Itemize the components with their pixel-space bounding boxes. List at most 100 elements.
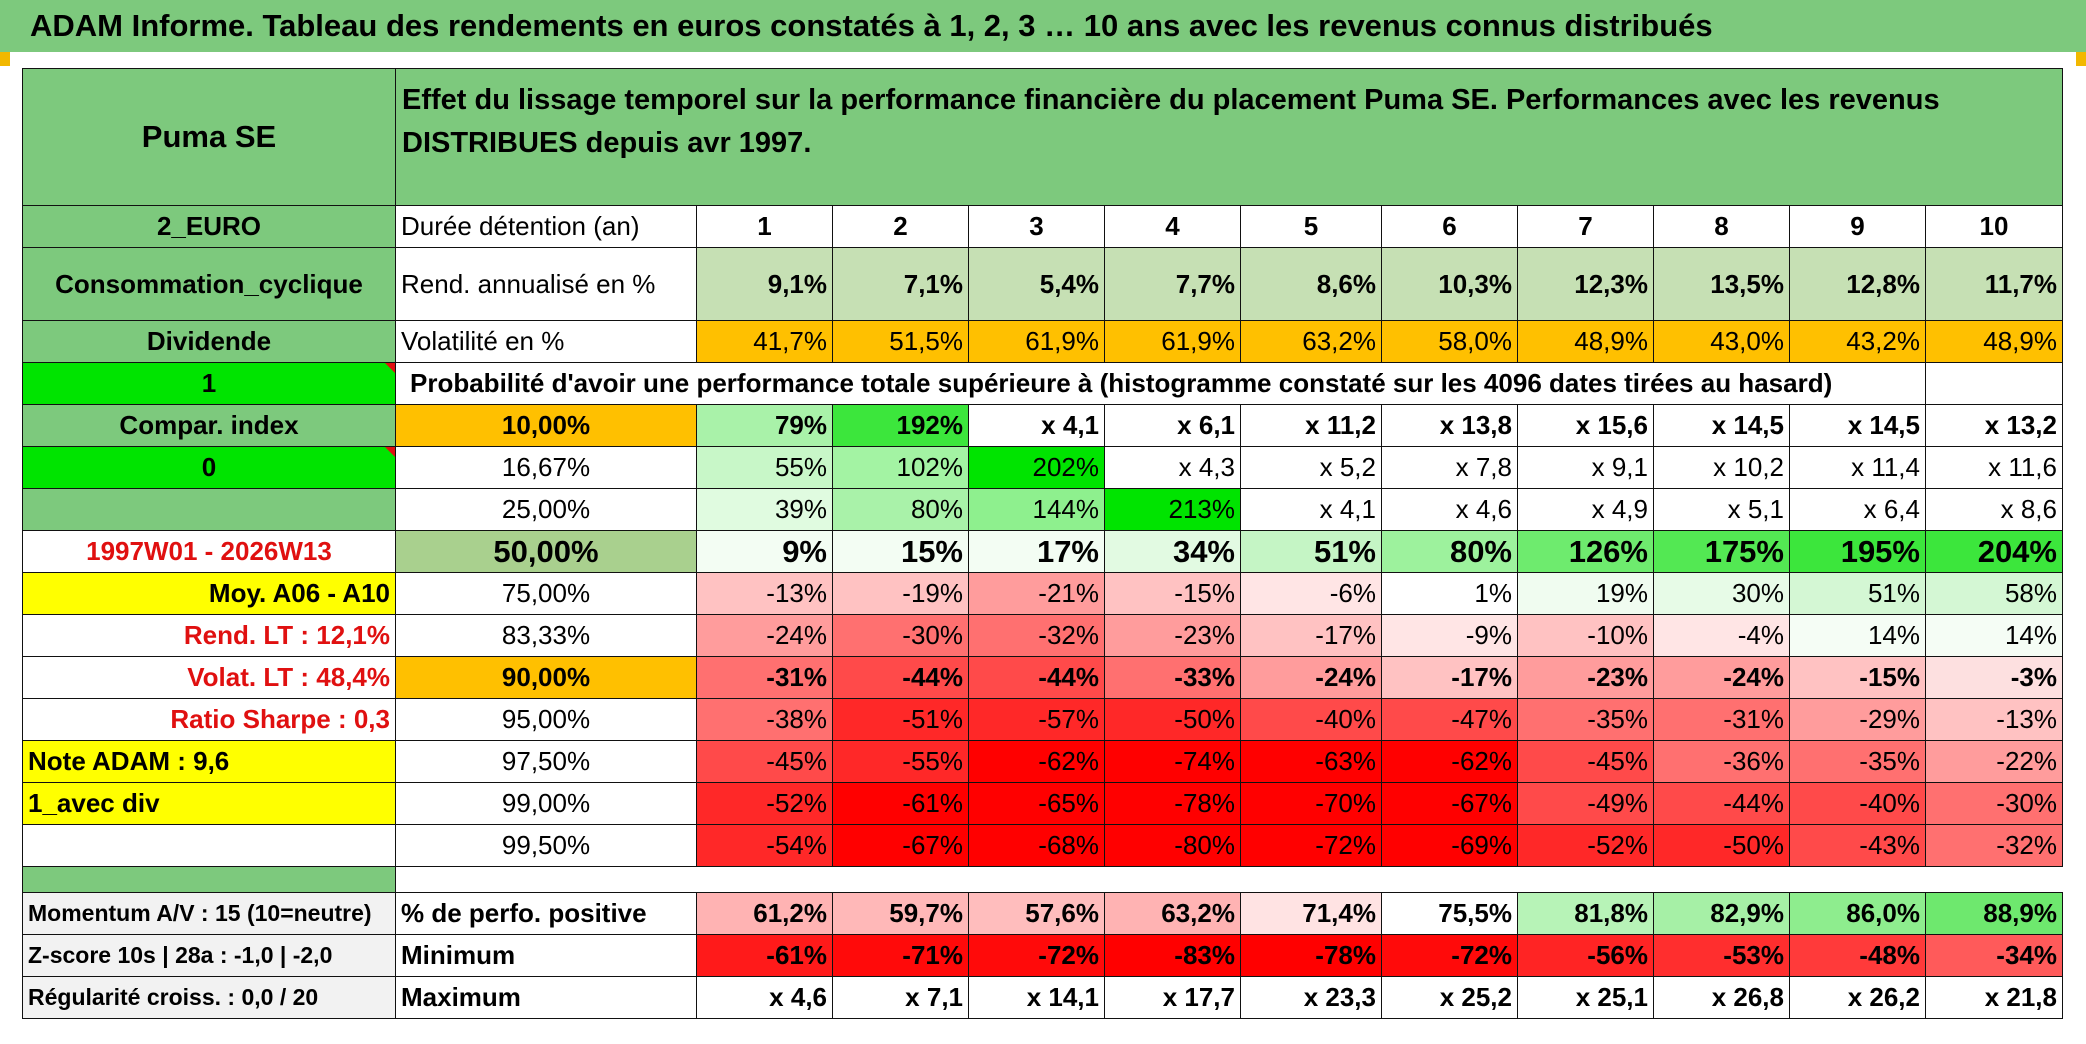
pos-label: % de perfo. positive	[395, 892, 697, 935]
pos-cell: 88,9%	[1925, 892, 2063, 935]
quantile-cell: -31%	[696, 656, 833, 699]
year-header: 3	[968, 205, 1105, 248]
quantile-label: 75,00%	[395, 572, 697, 615]
vol-cell: 61,9%	[1104, 320, 1241, 363]
quantile-cell: -57%	[968, 698, 1105, 741]
quantile-cell: -72%	[1240, 824, 1382, 867]
corner-marker	[2076, 52, 2086, 66]
pos-cell: 71,4%	[1240, 892, 1382, 935]
max-cell: x 25,1	[1517, 976, 1654, 1019]
min-cell: -34%	[1925, 934, 2063, 977]
min-cell: -48%	[1789, 934, 1926, 977]
empty-left-cell	[22, 488, 396, 531]
quantile-cell: x 14,5	[1653, 404, 1790, 447]
quantile-cell: -24%	[1653, 656, 1790, 699]
min-cell: -71%	[832, 934, 969, 977]
quantile-label: 95,00%	[395, 698, 697, 741]
quantile-cell: x 7,8	[1381, 446, 1518, 489]
quantile-cell: -33%	[1104, 656, 1241, 699]
quantile-cell: -45%	[1517, 740, 1654, 783]
year-header: 1	[696, 205, 833, 248]
quantile-cell: 80%	[1381, 530, 1518, 573]
quantile-cell: -32%	[1925, 824, 2063, 867]
performance-table: Puma SE Effet du lissage temporel sur la…	[22, 68, 2063, 1019]
quantile-cell: x 15,6	[1517, 404, 1654, 447]
table-header: Effet du lissage temporel sur la perform…	[395, 68, 2063, 206]
zscore-label: Z-score 10s | 28a : -1,0 | -2,0	[22, 934, 396, 977]
quantile-cell: -50%	[1653, 824, 1790, 867]
min-cell: -61%	[696, 934, 833, 977]
quantile-cell: -30%	[832, 614, 969, 657]
quantile-cell: x 13,8	[1381, 404, 1518, 447]
quantile-cell: -44%	[1653, 782, 1790, 825]
quantile-cell: -70%	[1240, 782, 1382, 825]
quantile-cell: 175%	[1653, 530, 1790, 573]
period-label: 1997W01 - 2026W13	[22, 530, 396, 573]
quantile-cell: x 8,6	[1925, 488, 2063, 531]
quantile-cell: x 9,1	[1517, 446, 1654, 489]
min-cell: -83%	[1104, 934, 1241, 977]
quantile-label: 10,00%	[395, 404, 697, 447]
quantile-cell: -55%	[832, 740, 969, 783]
quantile-cell: 30%	[1653, 572, 1790, 615]
rend-cell: 8,6%	[1240, 247, 1382, 321]
quantile-cell: -3%	[1925, 656, 2063, 699]
quantile-cell: -44%	[968, 656, 1105, 699]
vol-cell: 48,9%	[1925, 320, 2063, 363]
year-header: 8	[1653, 205, 1790, 248]
year-header: 4	[1104, 205, 1241, 248]
quantile-cell: 202%	[968, 446, 1105, 489]
quantile-cell: x 4,9	[1517, 488, 1654, 531]
quantile-cell: x 6,1	[1104, 404, 1241, 447]
quantile-cell: -31%	[1653, 698, 1790, 741]
vol-cell: 43,0%	[1653, 320, 1790, 363]
empty-cell	[1925, 362, 2063, 405]
quantile-row: Compar. index 10,00% 79% 192% x 4,1 x 6,1 x 11…	[22, 404, 2063, 447]
quantile-cell: 14%	[1789, 614, 1926, 657]
max-cell: x 17,7	[1104, 976, 1241, 1019]
quantile-cell: x 13,2	[1925, 404, 2063, 447]
quantile-cell: -52%	[1517, 824, 1654, 867]
avec-div-label: 1_avec div	[22, 782, 396, 825]
volat-lt-label: Volat. LT : 48,4%	[22, 656, 396, 699]
quantile-cell: -6%	[1240, 572, 1382, 615]
min-cell: -56%	[1517, 934, 1654, 977]
dividend-value[interactable]: 1	[22, 362, 396, 405]
quantile-cell: 15%	[832, 530, 969, 573]
currency-label: 2_EURO	[22, 205, 396, 248]
quantile-cell: x 4,6	[1381, 488, 1518, 531]
pos-cell: 61,2%	[696, 892, 833, 935]
quantile-cell: x 14,5	[1789, 404, 1926, 447]
pos-cell: 86,0%	[1789, 892, 1926, 935]
quantile-cell: -65%	[968, 782, 1105, 825]
quantile-row: 0 16,67% 55% 102% 202% x 4,3 x 5,2 x 7,8 x 9,1 x …	[22, 446, 2063, 489]
quantile-cell: 9%	[696, 530, 833, 573]
moy-label: Moy. A06 - A10	[22, 572, 396, 615]
rend-lt-label: Rend. LT : 12,1%	[22, 614, 396, 657]
vol-cell: 63,2%	[1240, 320, 1382, 363]
quantile-row: 1997W01 - 2026W13 50,00% 9% 15% 17% 34% 51% 80%…	[22, 530, 2063, 573]
quantile-cell: -13%	[696, 572, 833, 615]
max-cell: x 4,6	[696, 976, 833, 1019]
sharpe-label: Ratio Sharpe : 0,3	[22, 698, 396, 741]
note-adam-label: Note ADAM : 9,6	[22, 740, 396, 783]
year-header: 5	[1240, 205, 1382, 248]
rend-cell: 12,8%	[1789, 247, 1926, 321]
footer-row: Momentum A/V : 15 (10=neutre)% de perfo.…	[22, 892, 2063, 935]
quantile-cell: 204%	[1925, 530, 2063, 573]
year-header: 6	[1381, 205, 1518, 248]
vol-cell: 58,0%	[1381, 320, 1518, 363]
max-cell: x 14,1	[968, 976, 1105, 1019]
quantile-cell: -51%	[832, 698, 969, 741]
momentum-label: Momentum A/V : 15 (10=neutre)	[22, 892, 396, 935]
quantile-cell: -54%	[696, 824, 833, 867]
quantile-row: Note ADAM : 9,6 97,50% -45% -55% -62% -74% -63…	[22, 740, 2063, 783]
quantile-label: 97,50%	[395, 740, 697, 783]
max-cell: x 23,3	[1240, 976, 1382, 1019]
quantile-cell: x 11,4	[1789, 446, 1926, 489]
quantile-label: 90,00%	[395, 656, 697, 699]
compar-index-value[interactable]: 0	[22, 446, 396, 489]
quantile-label: 99,00%	[395, 782, 697, 825]
quantile-cell: 14%	[1925, 614, 2063, 657]
pos-cell: 63,2%	[1104, 892, 1241, 935]
